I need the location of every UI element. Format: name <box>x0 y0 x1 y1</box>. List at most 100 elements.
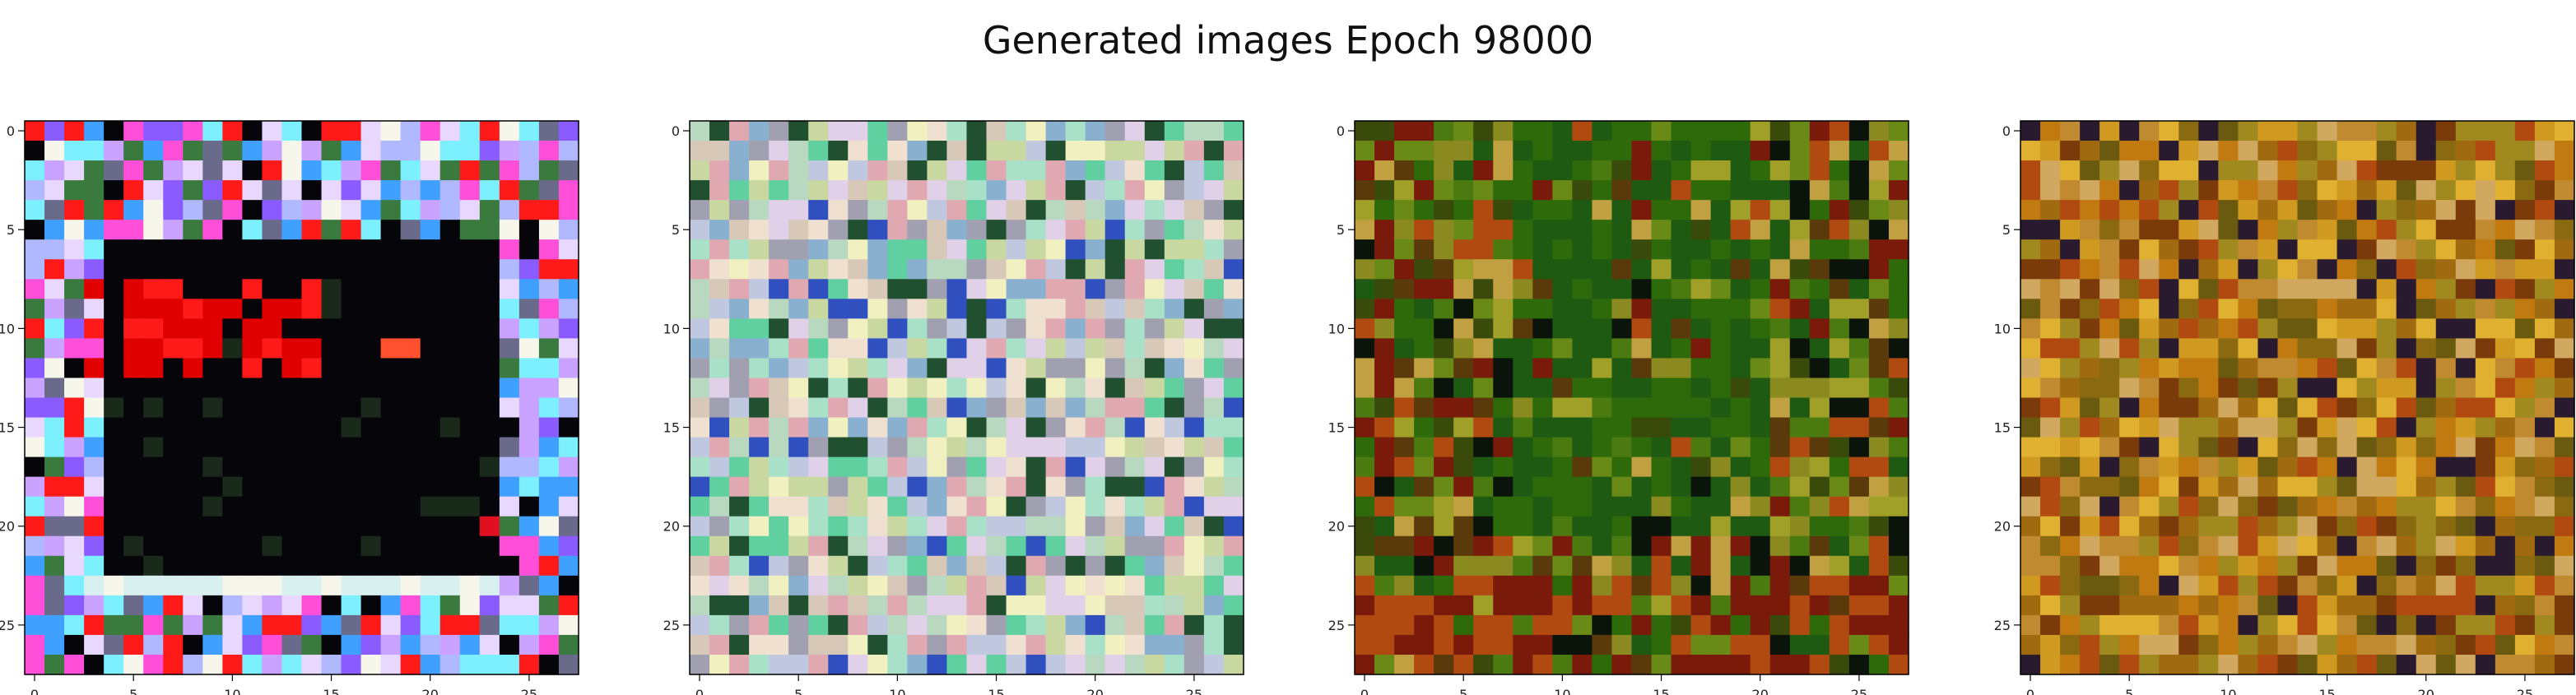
pixel <box>1006 437 1027 458</box>
pixel <box>1473 555 1494 577</box>
pixel <box>2297 121 2318 141</box>
y-tick-label: 25 <box>1994 618 2011 633</box>
pixel <box>749 397 770 419</box>
pixel <box>2376 200 2397 220</box>
pixel <box>2475 239 2496 260</box>
pixel <box>828 535 849 557</box>
pixel <box>1104 437 1126 458</box>
pixel <box>1045 180 1067 201</box>
pixel <box>1223 654 1244 675</box>
pixel <box>927 299 948 319</box>
pixel <box>341 279 362 299</box>
pixel <box>2534 634 2555 656</box>
pixel <box>2198 437 2219 458</box>
pixel <box>2099 180 2120 201</box>
pixel <box>2297 338 2318 359</box>
pixel <box>1848 456 1870 478</box>
pixel <box>1730 555 1751 577</box>
pixel <box>2218 160 2239 181</box>
pixel <box>518 239 540 260</box>
pixel <box>1473 496 1494 517</box>
pixel <box>1434 516 1454 537</box>
pixel <box>2416 595 2437 616</box>
pixel <box>2139 299 2160 319</box>
pixel <box>1065 575 1086 596</box>
pixel <box>1789 614 1811 636</box>
pixel <box>2475 476 2496 498</box>
pixel <box>321 456 342 478</box>
pixel <box>2277 397 2299 419</box>
pixel <box>1414 121 1434 141</box>
pixel <box>64 476 85 498</box>
pixel <box>2218 141 2239 161</box>
pixel <box>1085 575 1106 596</box>
pixel <box>321 299 342 319</box>
pixel <box>44 575 65 596</box>
pixel <box>2455 575 2476 596</box>
pixel <box>2514 141 2536 161</box>
pixel <box>986 220 1007 240</box>
pixel <box>84 496 105 517</box>
pixel <box>2534 259 2555 280</box>
pixel <box>2020 496 2041 517</box>
pixel <box>1809 338 1830 359</box>
pixel <box>360 397 382 419</box>
pixel <box>1434 220 1454 240</box>
pixel <box>1848 496 1870 517</box>
pixel <box>1868 259 1890 280</box>
pixel <box>1611 595 1633 616</box>
pixel <box>479 121 500 141</box>
pixel <box>1671 358 1692 379</box>
pixel <box>1513 299 1533 319</box>
pixel <box>1104 141 1126 161</box>
pixel <box>2198 220 2219 240</box>
pixel <box>1124 279 1146 299</box>
pixel <box>2178 160 2199 181</box>
pixel <box>25 496 45 517</box>
pixel <box>1611 299 1633 319</box>
pixel <box>262 614 283 636</box>
pixel <box>420 239 441 260</box>
pixel <box>439 535 461 557</box>
pixel <box>729 318 750 339</box>
pixel <box>1164 397 1185 419</box>
pixel <box>808 220 829 240</box>
pixel <box>2178 239 2199 260</box>
pixel <box>538 555 560 577</box>
pixel <box>2435 358 2457 379</box>
pixel <box>2337 575 2358 596</box>
pixel <box>64 456 85 478</box>
pixel <box>301 535 323 557</box>
pixel <box>1848 299 1870 319</box>
pixel <box>1730 397 1751 419</box>
pixel <box>2159 299 2179 319</box>
pixel <box>1065 378 1086 399</box>
pixel <box>1203 160 1225 181</box>
pixel <box>1888 437 1909 458</box>
pixel <box>1473 259 1494 280</box>
pixel <box>499 239 520 260</box>
pixel <box>1690 555 1712 577</box>
pixel <box>2514 516 2536 537</box>
pixel <box>867 378 888 399</box>
pixel <box>1025 338 1047 359</box>
pixel <box>1493 180 1514 201</box>
pixel <box>321 555 342 577</box>
pixel <box>2475 220 2496 240</box>
pixel <box>2435 397 2457 419</box>
pixel <box>281 220 303 240</box>
pixel <box>1552 378 1573 399</box>
pixel <box>927 338 948 359</box>
pixel <box>202 259 223 280</box>
pixel <box>1671 220 1692 240</box>
pixel <box>1203 220 1225 240</box>
pixel <box>1829 575 1850 596</box>
pixel <box>2376 358 2397 379</box>
pixel <box>143 121 164 141</box>
pixel <box>183 575 203 596</box>
pixel <box>1671 476 1692 498</box>
pixel <box>966 259 988 280</box>
pixel <box>808 141 829 161</box>
pixel <box>1434 417 1454 438</box>
pixel <box>1085 378 1106 399</box>
